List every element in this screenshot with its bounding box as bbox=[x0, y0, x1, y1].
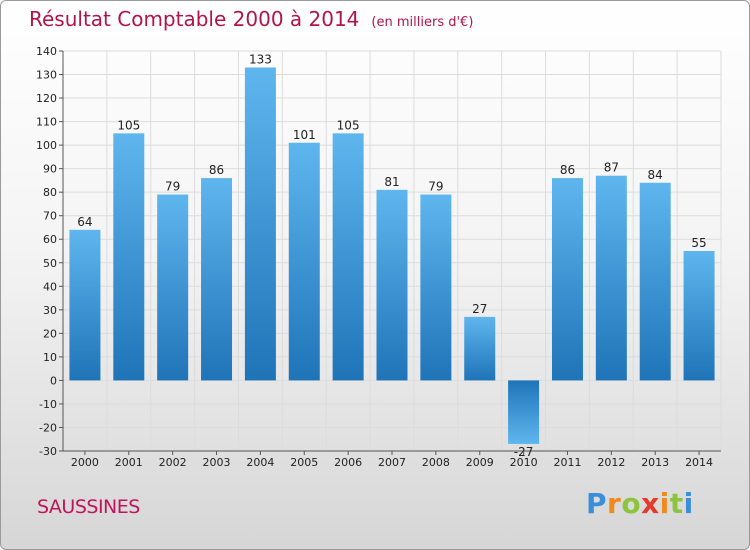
proxiti-logo: Proxiti bbox=[586, 487, 694, 520]
x-tick-label: 2014 bbox=[685, 456, 713, 469]
y-tick-label: 120 bbox=[36, 92, 57, 105]
bar bbox=[639, 182, 671, 381]
y-tick-label: 110 bbox=[36, 116, 57, 129]
bar bbox=[376, 189, 408, 381]
data-label: 81 bbox=[384, 175, 399, 189]
logo-letter: o bbox=[621, 487, 642, 520]
data-label: 105 bbox=[117, 118, 140, 132]
data-label: 101 bbox=[293, 128, 316, 142]
y-tick-label: 50 bbox=[43, 257, 57, 270]
y-tick-label: 60 bbox=[43, 233, 57, 246]
logo-letter: P bbox=[586, 487, 608, 520]
bar bbox=[157, 194, 189, 381]
logo-letter: r bbox=[607, 487, 622, 520]
x-tick-label: 2002 bbox=[159, 456, 187, 469]
x-tick-label: 2005 bbox=[290, 456, 318, 469]
y-tick-label: 80 bbox=[43, 186, 57, 199]
data-label: 87 bbox=[604, 161, 619, 175]
x-tick-label: 2007 bbox=[378, 456, 406, 469]
x-tick-label: 2003 bbox=[203, 456, 231, 469]
x-tick-label: 2004 bbox=[246, 456, 274, 469]
data-label: 79 bbox=[165, 180, 180, 194]
x-tick-label: 2001 bbox=[115, 456, 143, 469]
bar bbox=[420, 194, 452, 381]
y-tick-label: 20 bbox=[43, 327, 57, 340]
y-tick-label: 130 bbox=[36, 69, 57, 82]
x-tick-label: 2009 bbox=[466, 456, 494, 469]
chart-title: Résultat Comptable 2000 à 2014 (en millie… bbox=[29, 7, 473, 31]
logo-letter: x bbox=[641, 487, 660, 520]
y-tick-label: 0 bbox=[50, 374, 57, 387]
bar bbox=[69, 229, 101, 381]
x-tick-label: 2012 bbox=[597, 456, 625, 469]
y-tick-label: 30 bbox=[43, 304, 57, 317]
y-tick-label: -20 bbox=[39, 421, 57, 434]
x-tick-label: 2008 bbox=[422, 456, 450, 469]
x-tick-label: 2013 bbox=[641, 456, 669, 469]
y-tick-label: 140 bbox=[36, 45, 57, 58]
y-tick-label: 90 bbox=[43, 163, 57, 176]
y-tick-label: -10 bbox=[39, 398, 57, 411]
y-tick-label: 70 bbox=[43, 210, 57, 223]
y-tick-label: 40 bbox=[43, 280, 57, 293]
data-label: 79 bbox=[428, 180, 443, 194]
x-tick-label: 2000 bbox=[71, 456, 99, 469]
logo-letter: t bbox=[669, 487, 684, 520]
bar bbox=[332, 133, 364, 381]
bar bbox=[113, 133, 145, 381]
data-label: 133 bbox=[249, 52, 272, 66]
logo-letter: i bbox=[683, 487, 694, 520]
data-label: 64 bbox=[77, 215, 92, 229]
bar bbox=[683, 251, 715, 381]
bar bbox=[595, 175, 627, 381]
bar bbox=[551, 178, 583, 381]
bar bbox=[244, 67, 276, 381]
bar bbox=[508, 380, 540, 444]
commune-name: SAUSSINES bbox=[37, 496, 140, 518]
unit-label: (en milliers d'€) bbox=[371, 15, 474, 30]
x-tick-label: 2010 bbox=[510, 456, 538, 469]
y-tick-label: 100 bbox=[36, 139, 57, 152]
x-tick-label: 2006 bbox=[334, 456, 362, 469]
data-label: 86 bbox=[209, 163, 224, 177]
x-tick-label: 2011 bbox=[553, 456, 581, 469]
bar bbox=[464, 316, 496, 381]
data-label: 27 bbox=[472, 302, 487, 316]
data-label: 84 bbox=[648, 168, 663, 182]
bar bbox=[201, 178, 233, 381]
title-text: Résultat Comptable 2000 à 2014 bbox=[29, 7, 360, 31]
logo-letter: i bbox=[659, 487, 670, 520]
y-tick-label: 10 bbox=[43, 351, 57, 364]
data-label: 55 bbox=[691, 236, 706, 250]
data-label: 86 bbox=[560, 163, 575, 177]
bar bbox=[288, 142, 320, 381]
y-tick-label: -30 bbox=[39, 445, 57, 458]
data-label: 105 bbox=[337, 118, 360, 132]
